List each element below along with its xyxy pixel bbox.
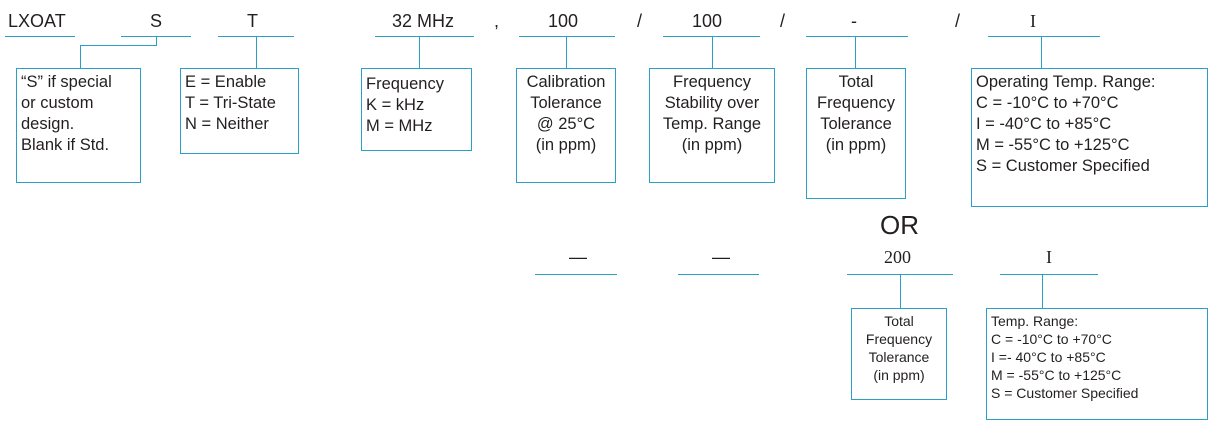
box-bottom-total-line: Frequency [865,331,933,347]
box-total-line: Frequency [817,94,895,112]
box-total-line: (in ppm) [825,136,887,154]
box-bottom-temp-range-line: C = -10°C to +70°C [991,331,1112,347]
box-special-line: Blank if Std. [21,136,110,154]
box-bottom-total-line: (in ppm) [873,367,925,383]
box-calibration-line: @ 25°C [536,115,596,133]
slash-separator-1: / [637,11,643,31]
connector-special-riser [80,45,81,68]
box-temp-range-line: I = -40°C to +85°C [976,115,1112,133]
code-bottom-total: 200 [884,247,911,267]
box-stability-line: Frequency [673,73,751,91]
box-bottom-temp-range-line: M = -55°C to +125°C [991,367,1122,383]
box-total-line: Total [838,73,874,91]
box-calibration: Calibration Tolerance @ 25°C (in ppm) [516,68,616,183]
slash-separator-3: / [955,11,961,31]
box-enable-line: T = Tri-State [185,94,276,112]
box-frequency-line: K = kHz [366,96,425,114]
box-bottom-total: Total Frequency Tolerance (in ppm) [851,308,947,400]
code-prefix: LXOAT [8,11,66,31]
connector-temp [1041,36,1042,68]
connector-frequency [419,36,420,68]
code-dash-2: — [712,247,730,267]
comma-separator: , [494,11,500,31]
box-calibration-line: (in ppm) [535,136,597,154]
underline-temp [988,36,1100,37]
box-bottom-temp-range-line: I =- 40°C to +85°C [991,349,1106,365]
code-enable: T [247,11,258,31]
box-special-line: design. [21,115,75,133]
box-special: “S” if special or custom design. Blank i… [16,68,141,183]
connector-total [855,36,856,68]
connector-enable [256,36,257,68]
code-temp: I [1030,11,1036,31]
box-stability: Frequency Stability over Temp. Range (in… [649,68,775,183]
code-frequency: 32 MHz [392,11,455,31]
box-total-line: Tolerance [820,115,892,133]
box-temp-range: Operating Temp. Range: C = -10°C to +70°… [971,68,1208,207]
or-label: OR [880,210,919,240]
box-special-line: or custom [21,94,94,112]
underline-stability [663,36,760,37]
box-frequency: Frequency K = kHz M = MHz [361,68,472,151]
box-total: Total Frequency Tolerance (in ppm) [806,68,906,199]
code-special: S [150,11,163,31]
box-temp-range-line: Operating Temp. Range: [976,73,1156,91]
box-temp-range-line: M = -55°C to +125°C [976,136,1130,154]
box-bottom-temp-range-line: S = Customer Specified [991,385,1139,401]
box-bottom-temp-range-line: Temp. Range: [991,313,1079,329]
box-bottom-total-line: Total [884,313,914,329]
underline-frequency [375,36,474,37]
underline-dash-2 [678,274,759,275]
connector-special-drop [156,36,157,45]
connector-stability [712,36,713,68]
box-temp-range-line: S = Customer Specified [976,157,1150,175]
box-stability-line: (in ppm) [681,136,743,154]
box-enable-line: E = Enable [185,73,267,91]
box-temp-range-line: C = -10°C to +70°C [976,94,1119,112]
box-stability-line: Temp. Range [662,115,762,133]
underline-total [806,36,908,37]
connector-bottom-total [900,274,901,308]
box-stability-line: Stability over [664,94,760,112]
box-special-line: “S” if special [21,73,112,91]
connector-bottom-temp [1042,274,1043,308]
underline-dash-1 [535,274,617,275]
box-enable: E = Enable T = Tri-State N = Neither [180,68,299,154]
slash-separator-2: / [780,11,786,31]
code-bottom-temp: I [1046,247,1052,267]
connector-calibration [566,36,567,68]
connector-special-horizontal [80,45,157,46]
box-bottom-total-line: Tolerance [868,349,930,365]
box-calibration-line: Tolerance [530,94,602,112]
box-bottom-temp-range: Temp. Range: C = -10°C to +70°C I =- 40°… [986,308,1208,420]
underline-prefix [5,36,75,37]
code-dash-1: — [569,247,587,267]
code-stability: 100 [692,11,723,31]
box-calibration-line: Calibration [526,73,606,91]
underline-bottom-temp [1000,274,1098,275]
underline-calibration [519,36,615,37]
code-total: - [851,11,857,31]
box-enable-line: N = Neither [185,115,269,133]
code-calibration: 100 [548,11,579,31]
box-frequency-line: Frequency [366,75,444,93]
box-frequency-line: M = MHz [366,117,433,135]
